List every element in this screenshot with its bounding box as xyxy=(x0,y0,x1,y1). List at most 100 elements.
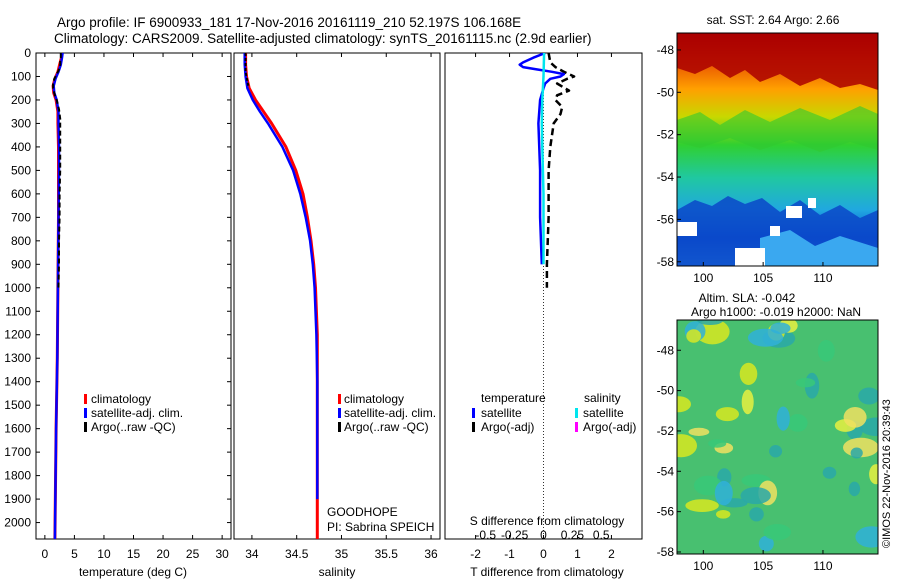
legend-t-satellite: satellite xyxy=(481,406,522,420)
sla-blob xyxy=(869,464,878,485)
sla-blob xyxy=(769,445,783,458)
difference-panel: -2 -1 0 1 2 T difference from climatology S … xyxy=(444,52,643,579)
depth-tick-label: 200 xyxy=(11,93,31,107)
lon-tick-label: 100 xyxy=(693,271,713,285)
lat-tick-label: -50 xyxy=(657,384,675,398)
salinity-argo-line xyxy=(244,53,250,87)
sla-anomalies xyxy=(677,320,878,552)
sla-blob xyxy=(758,535,774,552)
x-tick-label: 15 xyxy=(127,547,141,561)
x-tick-label: 0 xyxy=(540,547,547,561)
sla-blob xyxy=(697,320,724,325)
s-tick-label: 0.5 xyxy=(593,528,610,542)
depth-tick-label: 400 xyxy=(11,140,31,154)
lat-tick-label: -58 xyxy=(657,255,675,269)
x-tick-label: 30 xyxy=(215,547,229,561)
lat-tick-label: -50 xyxy=(657,85,675,99)
sla-blob xyxy=(822,466,837,479)
temperature-panel: 0100200300400500600700800900100011001200… xyxy=(4,46,642,579)
salinity-frame xyxy=(233,52,441,540)
x-tick-label: 10 xyxy=(97,547,111,561)
depth-tick-label: 500 xyxy=(11,163,31,177)
imos-credit: ©IMOS 22-Nov-2016 20:39:43 xyxy=(881,399,893,548)
sla-blob xyxy=(749,507,764,522)
legend-argo: Argo(..raw -QC) xyxy=(344,420,429,434)
x-tick-label: 5 xyxy=(71,547,78,561)
header-line-1: Argo profile: IF 6900933_181 17-Nov-2016… xyxy=(57,15,521,30)
x-tick-label: 36 xyxy=(424,547,438,561)
depth-tick-label: 600 xyxy=(11,187,31,201)
sla-blob xyxy=(817,339,835,362)
sla-blob xyxy=(685,499,719,512)
depth-tick-label: 900 xyxy=(11,257,31,271)
difference-plot-area xyxy=(518,53,576,539)
depth-tick-label: 1900 xyxy=(4,492,31,506)
lon-tick-label: 110 xyxy=(813,271,832,285)
salinity-x-label: salinity xyxy=(319,565,356,579)
sst-missing-5 xyxy=(770,226,780,236)
lat-tick-label: -48 xyxy=(657,343,675,357)
lon-tick-label: 105 xyxy=(753,271,773,285)
sst-warm-band xyxy=(677,33,878,90)
legend-satellite-adj: satellite-adj. clim. xyxy=(344,406,436,420)
lat-tick-label: -56 xyxy=(657,212,675,226)
temperature-x-label: temperature (deg C) xyxy=(79,565,187,579)
sst-missing-3 xyxy=(786,206,802,218)
sla-blob xyxy=(716,510,731,519)
sla-frame xyxy=(676,319,879,555)
sla-blob xyxy=(739,362,758,385)
legend-swatch-s-satellite xyxy=(575,408,578,418)
legend-climatology: climatology xyxy=(91,392,151,406)
depth-tick-label: 800 xyxy=(11,234,31,248)
sla-axes: -48 -50 -52 -54 -56 -58 100 105 110 xyxy=(657,343,833,573)
legend-swatch-satellite xyxy=(338,408,341,418)
salinity-legend: climatology satellite-adj. clim. Argo(..… xyxy=(338,392,436,434)
sla-blob xyxy=(843,407,867,428)
depth-tick-label: 100 xyxy=(11,69,31,83)
s-difference-ticks: -0.5 -0.25 0 0.25 0.5 xyxy=(475,528,609,542)
x-tick-label: 35.5 xyxy=(375,547,399,561)
temperature-argo-line xyxy=(52,53,62,288)
sla-blob xyxy=(850,447,863,459)
s-tick-label: -0.25 xyxy=(501,528,529,542)
sst-missing-4 xyxy=(808,198,816,208)
difference-satellite-salinity-line xyxy=(540,53,546,265)
temperature-legend: climatology satellite-adj. clim. Argo(..… xyxy=(84,392,183,434)
legend-swatch-argo xyxy=(338,422,341,432)
sst-green-band xyxy=(677,106,878,152)
lat-tick-label: -52 xyxy=(657,128,675,142)
sla-map: Altim. SLA: -0.042 Argo h1000: -0.019 h2… xyxy=(657,291,879,573)
legend-s-satellite: satellite xyxy=(583,406,624,420)
legend-climatology: climatology xyxy=(344,392,404,406)
depth-tick-label: 1200 xyxy=(4,328,31,342)
lat-tick-label: -54 xyxy=(657,170,675,184)
legend-title-temperature: temperature xyxy=(481,391,546,405)
legend-swatch-s-argo xyxy=(575,422,578,432)
legend-satellite-adj: satellite-adj. clim. xyxy=(91,406,183,420)
legend-swatch-argo xyxy=(84,422,87,432)
sla-blob xyxy=(715,407,740,422)
sla-background xyxy=(677,320,878,554)
sla-blob xyxy=(848,481,861,497)
depth-tick-label: 1400 xyxy=(4,375,31,389)
header-line-2: Climatology: CARS2009. Satellite-adjuste… xyxy=(54,31,592,46)
sla-blob xyxy=(787,414,808,432)
legend-title-salinity: salinity xyxy=(584,391,621,405)
s-tick-label: -0.5 xyxy=(475,528,496,542)
s-tick-label: 0 xyxy=(540,528,547,542)
lat-tick-label: -52 xyxy=(657,424,675,438)
sla-blob xyxy=(708,439,727,448)
lat-tick-label: -56 xyxy=(657,505,675,519)
depth-tick-label: 1300 xyxy=(4,351,31,365)
sla-blob xyxy=(855,526,878,548)
sla-map-title-2: Argo h1000: -0.019 h2000: NaN xyxy=(691,305,861,319)
x-tick-label: 35 xyxy=(335,547,349,561)
sla-blob xyxy=(686,329,702,343)
sla-blob xyxy=(858,387,878,405)
x-tick-label: 2 xyxy=(608,547,615,561)
salinity-panel: 34 34.5 35 35.5 36 salinity climatology sate… xyxy=(233,52,441,579)
legend-swatch-t-argo xyxy=(472,422,475,432)
sla-blob xyxy=(763,524,792,541)
program-name: GOODHOPE xyxy=(327,505,398,519)
sla-blob xyxy=(776,406,790,431)
